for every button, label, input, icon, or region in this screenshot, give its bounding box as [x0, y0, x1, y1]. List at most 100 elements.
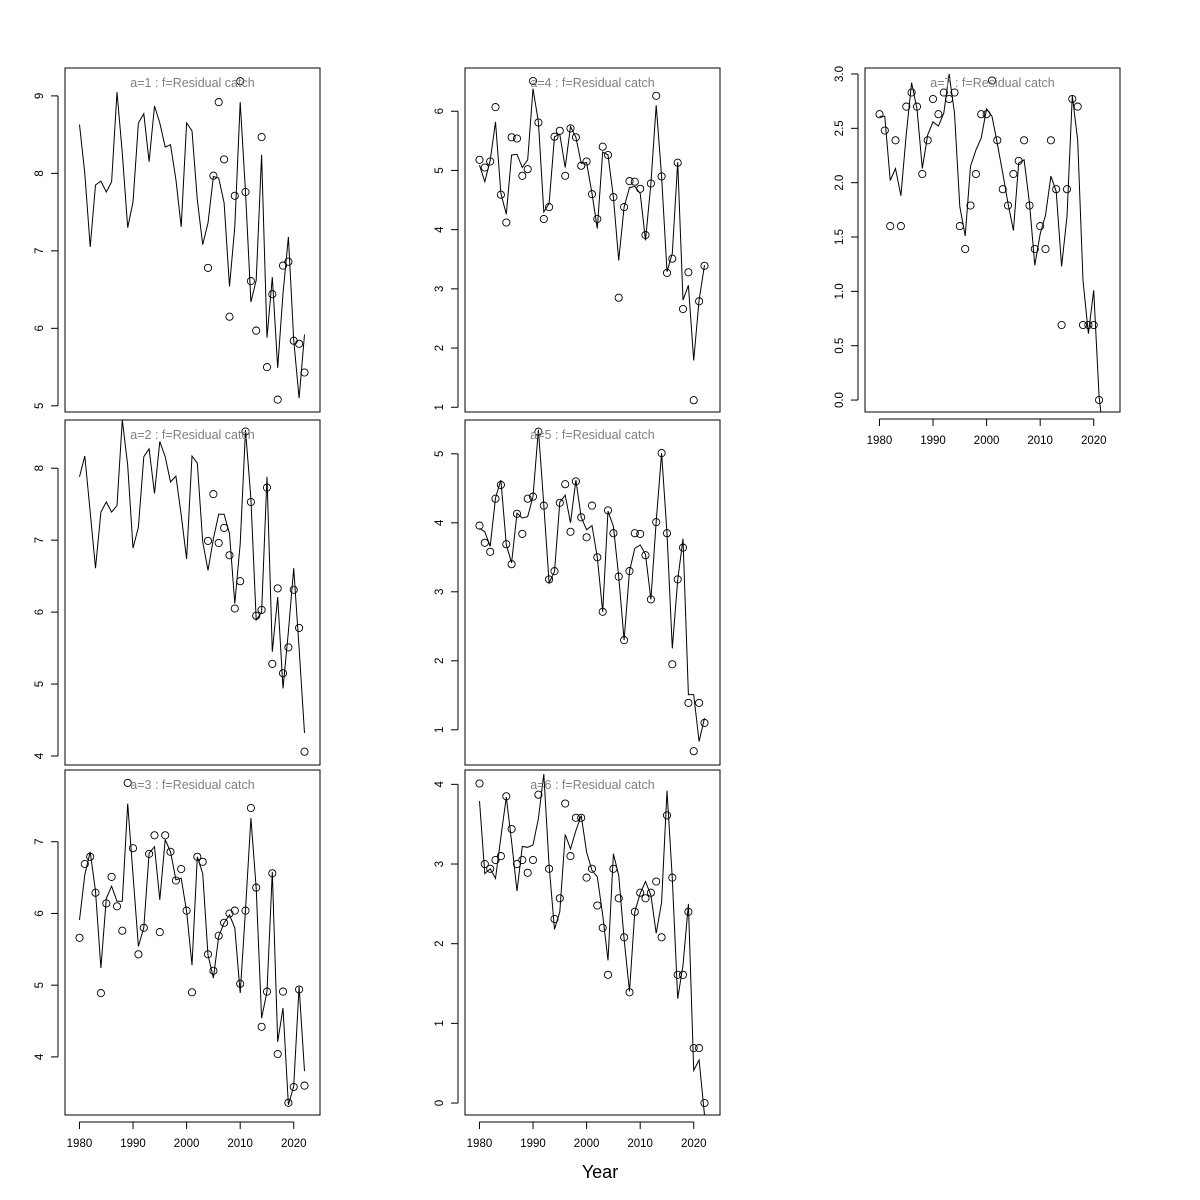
x-tick-label: 2010 — [227, 1138, 253, 1150]
fitted-line — [79, 91, 305, 399]
observed-point — [491, 855, 500, 865]
y-tick-label: 3 — [434, 861, 446, 867]
observed-point — [112, 902, 122, 911]
observed-point — [203, 950, 213, 959]
y-tick-label: 8 — [34, 170, 46, 176]
observed-point — [652, 91, 661, 100]
y-tick-label: 7 — [34, 839, 46, 845]
observed-point — [236, 577, 245, 586]
y-tick-label: 0.5 — [834, 338, 846, 354]
observed-point — [1003, 201, 1013, 210]
observed-point — [561, 171, 570, 180]
x-tick-label: 1980 — [67, 1138, 93, 1150]
observed-point — [295, 339, 304, 348]
observed-point — [1084, 320, 1093, 330]
observed-point — [273, 1049, 282, 1059]
observed-point — [614, 894, 623, 903]
observed-point — [214, 538, 223, 548]
observed-point — [1041, 244, 1050, 254]
observed-point — [1052, 185, 1061, 194]
observed-point — [534, 427, 543, 436]
fitted-line — [479, 88, 705, 361]
y-tick-label: 2.5 — [834, 120, 846, 136]
observed-point — [1057, 320, 1066, 330]
observed-point — [1014, 156, 1023, 165]
observed-point — [289, 1082, 298, 1092]
observed-point — [528, 76, 538, 86]
x-tick-label: 1980 — [467, 1138, 493, 1150]
x-tick-label: 2020 — [681, 1138, 707, 1150]
observed-point — [668, 873, 677, 882]
observed-point — [571, 477, 580, 486]
observed-point — [268, 659, 277, 668]
observed-point — [236, 77, 245, 86]
observed-point — [641, 551, 650, 560]
observed-point — [689, 396, 698, 405]
panel-title: a=6 : f=Residual catch — [530, 778, 654, 792]
y-tick-label: 0 — [434, 1100, 446, 1106]
observed-point — [262, 987, 272, 996]
observed-point — [695, 297, 704, 306]
panel-title: a=1 : f=Residual catch — [130, 76, 254, 90]
observed-point — [684, 268, 693, 277]
observed-point — [534, 118, 543, 127]
observed-point — [673, 158, 682, 167]
observed-point — [641, 894, 650, 903]
observed-point — [86, 852, 95, 861]
observed-point — [539, 214, 548, 224]
plot-frame — [464, 67, 721, 413]
observed-point — [603, 150, 613, 160]
observed-point — [225, 312, 234, 321]
fitted-line — [479, 429, 705, 742]
observed-point — [475, 521, 484, 530]
observed-point — [246, 497, 255, 507]
observed-point — [550, 914, 559, 924]
observed-point — [518, 171, 527, 180]
observed-point — [993, 136, 1002, 145]
observed-point — [652, 518, 661, 527]
panel-7: a=7 : f=Residual catch 0.0 0.5 1.0 1.5 2.0 2.5… — [834, 66, 1121, 447]
observed-point — [486, 157, 495, 166]
y-tick-label: 1 — [434, 1020, 446, 1026]
observed-point — [982, 110, 991, 119]
observed-point — [300, 368, 309, 377]
y-tick-label: 8 — [34, 465, 46, 471]
observed-point — [257, 132, 266, 142]
observed-point — [182, 906, 191, 915]
observed-point — [678, 304, 688, 314]
observed-point — [662, 268, 672, 277]
observed-point — [139, 923, 148, 932]
observed-point — [107, 872, 116, 881]
observed-point — [609, 193, 618, 202]
observed-point — [507, 560, 516, 569]
panel-6: a=6 : f=Residual catch 0 1 2 3 4 1980 1990 2000 2… — [434, 769, 721, 1150]
observed-point — [603, 506, 613, 515]
observed-point — [1089, 320, 1098, 330]
observed-point — [593, 901, 602, 910]
observed-point — [662, 529, 672, 538]
observed-point — [609, 529, 618, 538]
y-tick-label: 5 — [34, 403, 46, 409]
y-tick-label: 3.0 — [834, 66, 846, 82]
y-tick-label: 3 — [434, 589, 446, 595]
x-tick-label: 1990 — [520, 1138, 546, 1150]
y-tick-label: 1.0 — [834, 283, 846, 299]
plot-frame — [64, 419, 321, 766]
observed-point — [673, 575, 682, 584]
observed-point — [636, 184, 645, 193]
observed-point — [145, 849, 154, 858]
observed-point — [1068, 94, 1077, 104]
observed-point — [262, 483, 272, 492]
observed-point — [700, 718, 709, 727]
fitted-line — [79, 803, 305, 1106]
observed-point — [620, 203, 629, 212]
observed-point — [475, 779, 484, 788]
fitted-line — [879, 73, 1102, 412]
observed-point — [295, 985, 304, 994]
observed-point — [225, 551, 234, 560]
observed-point — [998, 185, 1007, 194]
observed-point — [918, 169, 927, 179]
observed-point — [689, 1044, 698, 1053]
y-tick-label: 0.0 — [834, 392, 846, 408]
